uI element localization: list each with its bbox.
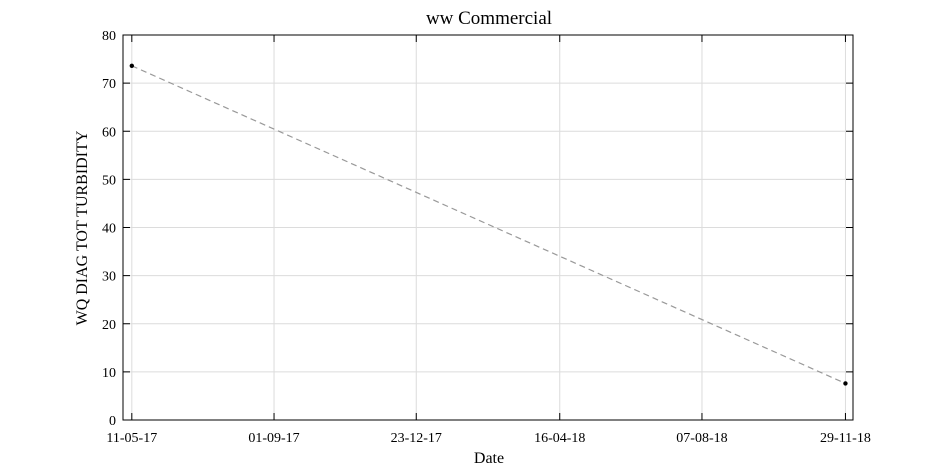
chart-title: ww Commercial — [426, 8, 552, 29]
y-tick-label: 50 — [102, 173, 116, 188]
x-axis-label: Date — [474, 450, 504, 467]
y-tick-label: 80 — [102, 29, 116, 44]
x-tick-label: 29-11-18 — [820, 431, 871, 446]
grid-lines — [123, 35, 853, 420]
x-tick-label: 23-12-17 — [391, 431, 442, 446]
x-tick-label: 11-05-17 — [106, 431, 157, 446]
series-line — [131, 65, 846, 384]
x-tick-label: 16-04-18 — [534, 431, 585, 446]
data-point — [843, 381, 848, 386]
axis-ticks — [123, 34, 853, 421]
y-tick-label: 70 — [102, 77, 116, 92]
y-axis-label: WQ DIAG TOT TURBIDITY — [74, 130, 91, 325]
y-tick-label: 30 — [102, 270, 116, 285]
data-point — [129, 63, 135, 68]
x-tick-label: 01-09-17 — [248, 431, 299, 446]
y-tick-label: 10 — [102, 366, 116, 381]
y-tick-label: 40 — [102, 222, 116, 237]
y-tick-label: 0 — [109, 414, 116, 429]
x-tick-label: 07-08-18 — [676, 431, 727, 446]
y-tick-label: 60 — [102, 125, 116, 140]
y-tick-label: 20 — [102, 318, 116, 333]
series-layer — [129, 63, 848, 386]
